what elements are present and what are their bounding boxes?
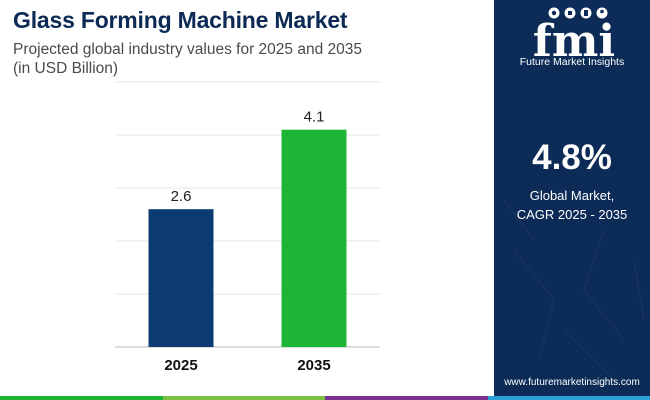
subtitle-line-2: (in USD Billion)	[13, 60, 119, 77]
website-link[interactable]: www.futuremarketinsights.com	[504, 377, 640, 388]
cagr-label-line-1: Global Market,	[529, 188, 615, 203]
bar-chart: 2.6 2025 4.1 2035	[115, 81, 380, 374]
value-label-2035: 4.1	[304, 109, 325, 126]
strip-segment-1	[0, 396, 163, 400]
logo-text: fmi	[533, 16, 615, 67]
cagr-value: 4.8%	[532, 138, 612, 177]
bars	[148, 129, 347, 347]
strip-segment-2	[162, 396, 325, 400]
bottom-color-strip	[0, 396, 650, 400]
panel-texture	[503, 199, 645, 381]
fmi-logo: fmi	[533, 7, 615, 67]
cagr-label: Global Market, CAGR 2025 - 2035	[494, 186, 650, 224]
chart-subtitle: Projected global industry values for 202…	[13, 40, 362, 78]
chart-title: Glass Forming Machine Market	[13, 7, 348, 33]
side-panel: fmi Future Market Insights 4.8% Global M…	[494, 0, 650, 400]
cagr-label-line-2: CAGR 2025 - 2035	[516, 207, 628, 222]
bar-2025	[148, 209, 214, 347]
labels: 2.6 2025 4.1 2035	[164, 109, 330, 374]
logo-caption: Future Market Insights	[519, 56, 625, 68]
subtitle-line-1: Projected global industry values for 202…	[13, 41, 362, 58]
strip-segment-3	[325, 396, 488, 400]
category-label-2025: 2025	[164, 357, 197, 374]
bar-2035	[281, 129, 347, 347]
strip-segment-4	[487, 396, 650, 400]
value-label-2025: 2.6	[171, 188, 192, 205]
category-label-2035: 2035	[297, 357, 330, 374]
